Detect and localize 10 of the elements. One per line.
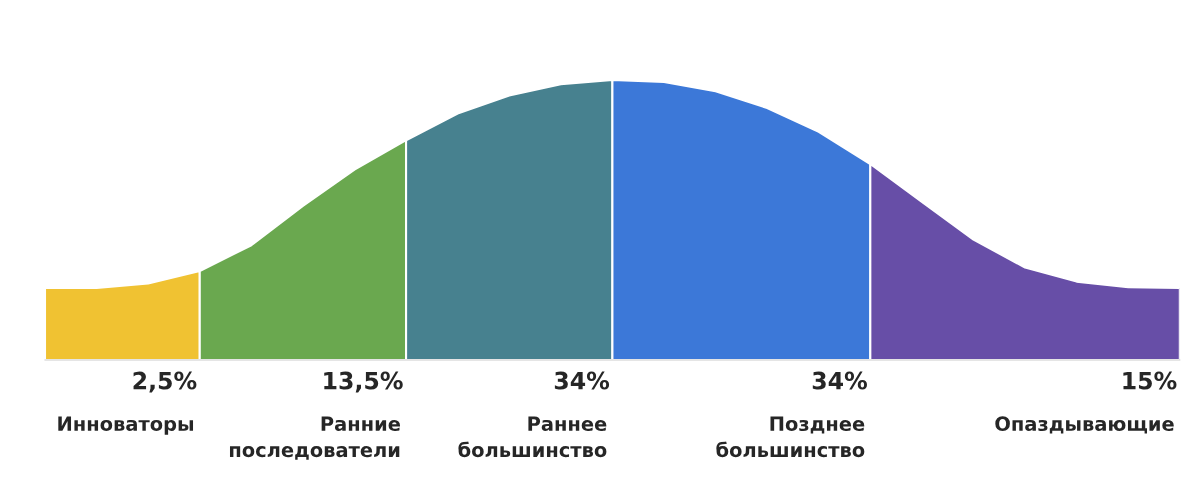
text: 15% <box>1123 371 1177 390</box>
text: Ранние последователи <box>229 416 400 460</box>
text: Инноваторы <box>58 416 194 435</box>
text: 34% <box>554 371 610 390</box>
text: 13,5% <box>324 371 403 393</box>
text: Опаздывающие <box>995 416 1174 434</box>
text: 34% <box>812 371 867 390</box>
text: Раннее большинство <box>458 416 607 458</box>
text: Позднее большинство <box>716 416 865 458</box>
text: 2,5% <box>133 371 197 393</box>
